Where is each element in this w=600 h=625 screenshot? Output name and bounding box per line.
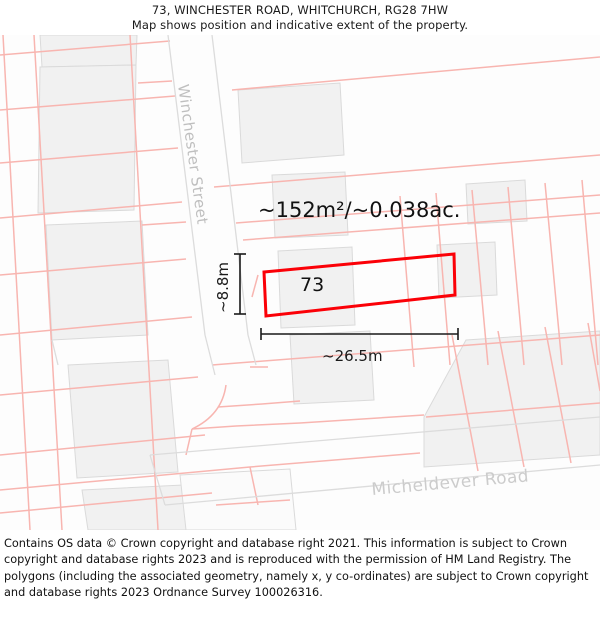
copyright-footer: Contains OS data © Crown copyright and d… [0, 530, 600, 625]
property-outline[interactable] [262, 252, 457, 318]
page-title: 73, WINCHESTER ROAD, WHITCHURCH, RG28 7H… [151, 3, 449, 17]
page-subtitle: Map shows position and indicative extent… [131, 18, 469, 32]
map-canvas[interactable]: Winchester Street Micheldever Road ~152m… [0, 35, 600, 530]
width-dimension-label: ~26.5m [322, 347, 383, 365]
copyright-text: Contains OS data © Crown copyright and d… [4, 537, 589, 600]
header: 73, WINCHESTER ROAD, WHITCHURCH, RG28 7H… [0, 0, 600, 35]
height-dimension-label: ~8.8m [214, 262, 232, 313]
map-svg: Winchester Street Micheldever Road ~152m… [0, 35, 600, 530]
plot-number-label: 73 [300, 274, 324, 296]
building-footprints [37, 35, 600, 530]
parcel-boundaries [0, 35, 600, 530]
width-dimension-line [260, 328, 459, 340]
road-outlines [51, 35, 600, 506]
height-dimension-line [234, 253, 246, 315]
area-label: ~152m²/~0.038ac. [258, 198, 460, 222]
